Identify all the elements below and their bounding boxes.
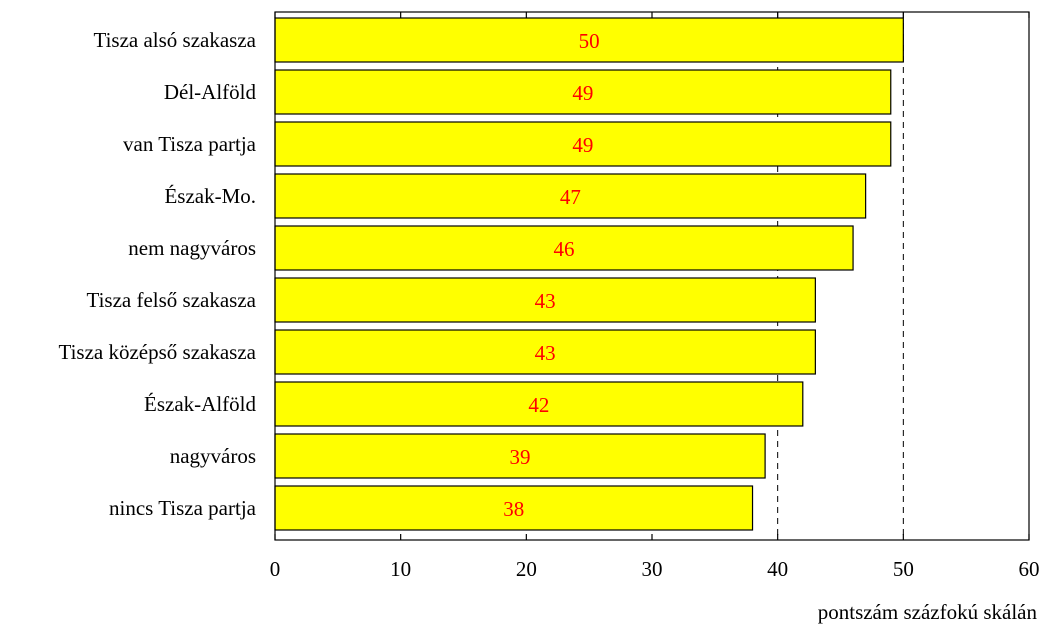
- bar-value-label: 43: [535, 341, 556, 365]
- category-label: van Tisza partja: [123, 132, 257, 156]
- x-tick-label: 20: [516, 557, 537, 581]
- category-label: Tisza középső szakasza: [58, 340, 256, 364]
- x-axis-ticks: 0 10 20 30 40 50 60: [270, 12, 1040, 581]
- x-tick-label: 30: [642, 557, 663, 581]
- bar: [274, 69, 892, 115]
- x-tick-label: 60: [1019, 557, 1040, 581]
- bar-value-label: 50: [579, 29, 600, 53]
- bar: [274, 485, 754, 531]
- x-tick-label: 10: [390, 557, 411, 581]
- bar-value-label: 38: [503, 497, 524, 521]
- bar-value-label: 42: [528, 393, 549, 417]
- bar-value-label: 43: [535, 289, 556, 313]
- y-axis-category-labels: Tisza alsó szakasza Dél-Alföld van Tisza p…: [58, 28, 256, 520]
- bar: [274, 381, 804, 427]
- x-tick-label: 0: [270, 557, 281, 581]
- category-label: nincs Tisza partja: [109, 496, 257, 520]
- category-label: nem nagyváros: [128, 236, 256, 260]
- bar-value-label: 46: [554, 237, 575, 261]
- bars: 50 49 49 47 46 43 43 42 39 38: [274, 17, 904, 531]
- bar-value-label: 49: [572, 133, 593, 157]
- bar: [274, 329, 816, 375]
- bar-value-label: 47: [560, 185, 581, 209]
- bar-value-label: 49: [572, 81, 593, 105]
- category-label: Tisza felső szakasza: [86, 288, 256, 312]
- bar-value-label: 39: [510, 445, 531, 469]
- x-tick-label: 40: [767, 557, 788, 581]
- category-label: Észak-Mo.: [164, 184, 256, 208]
- bar: [274, 225, 854, 271]
- category-label: Észak-Alföld: [144, 392, 256, 416]
- x-tick-label: 50: [893, 557, 914, 581]
- x-axis-title: pontszám százfokú skálán: [818, 600, 1038, 624]
- category-label: Tisza alsó szakasza: [93, 28, 256, 52]
- bar: [274, 433, 766, 479]
- category-label: nagyváros: [170, 444, 256, 468]
- bar: [274, 277, 816, 323]
- category-label: Dél-Alföld: [164, 80, 257, 104]
